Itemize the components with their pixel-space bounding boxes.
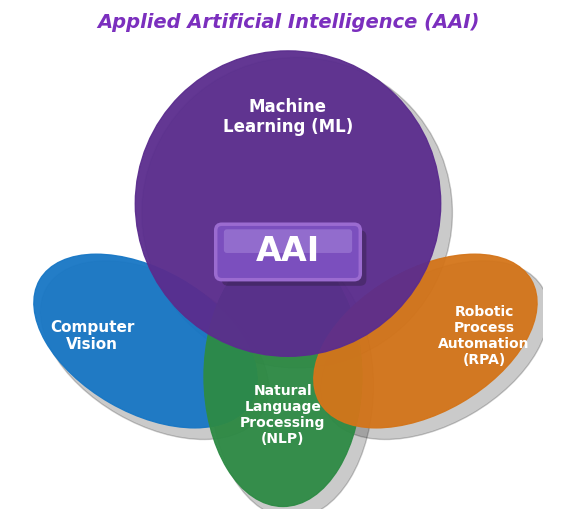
Text: AAI: AAI — [256, 236, 320, 268]
Text: Natural
Language
Processing
(NLP): Natural Language Processing (NLP) — [240, 384, 325, 446]
Text: Robotic
Process
Automation
(RPA): Robotic Process Automation (RPA) — [438, 305, 530, 367]
Ellipse shape — [320, 261, 549, 439]
FancyBboxPatch shape — [216, 224, 360, 280]
Ellipse shape — [314, 254, 537, 428]
Ellipse shape — [40, 261, 269, 439]
FancyBboxPatch shape — [224, 230, 352, 253]
Text: Computer
Vision: Computer Vision — [50, 320, 134, 352]
Ellipse shape — [135, 51, 441, 356]
Ellipse shape — [34, 254, 257, 428]
Text: Applied Artificial Intelligence (AAI): Applied Artificial Intelligence (AAI) — [97, 13, 479, 32]
Text: Machine
Learning (ML): Machine Learning (ML) — [223, 98, 353, 136]
Ellipse shape — [204, 247, 362, 506]
FancyBboxPatch shape — [222, 230, 366, 286]
Ellipse shape — [211, 253, 373, 509]
Ellipse shape — [142, 58, 452, 368]
